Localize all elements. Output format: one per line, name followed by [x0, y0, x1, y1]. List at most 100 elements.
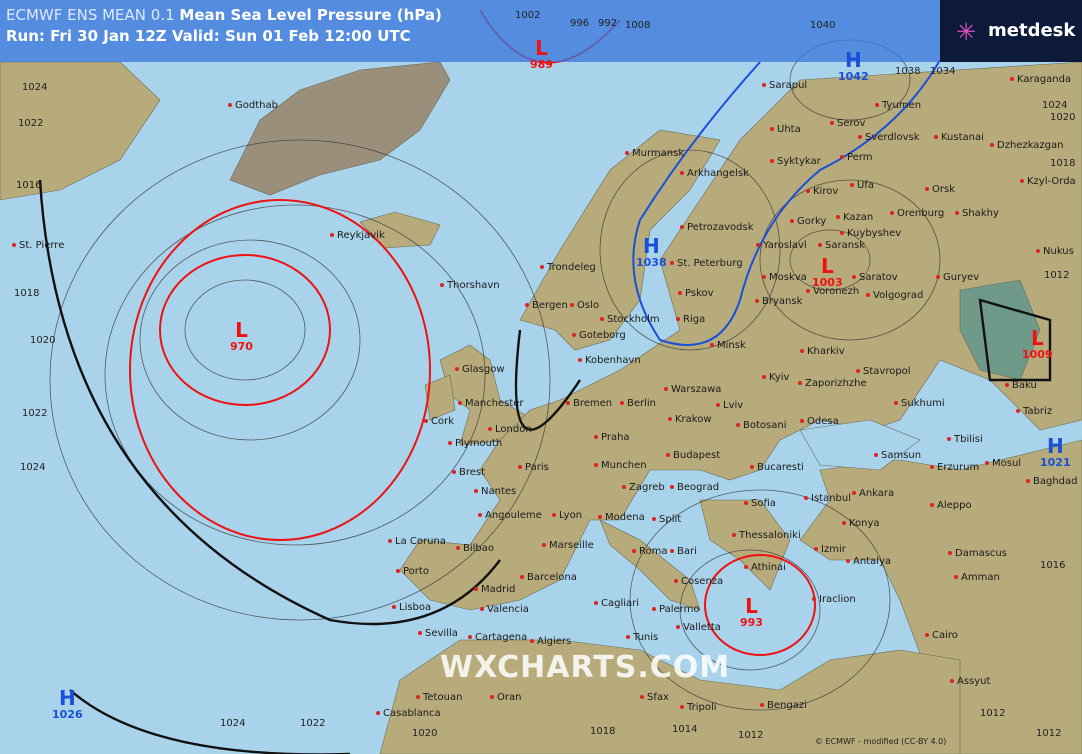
- copyright: © ECMWF - modified (CC-BY 4.0): [815, 737, 947, 746]
- city-label: Beograd: [670, 482, 719, 493]
- greenland: [229, 61, 451, 196]
- high-pressure-center: H 1042: [838, 50, 869, 83]
- isobar-label: 1018: [1050, 158, 1076, 169]
- city-label: Zaporizhzhe: [798, 378, 867, 389]
- city-label: Oran: [490, 692, 521, 703]
- pressure-symbol: L: [235, 318, 248, 342]
- city-label: Kyiv: [762, 372, 789, 383]
- high-pressure-center: H 1038: [636, 236, 667, 269]
- pressure-symbol: L: [1030, 326, 1044, 350]
- city-label: Cagliari: [594, 598, 639, 609]
- isobar-label: 1018: [14, 288, 40, 299]
- city-label: St. Peterburg: [670, 258, 743, 269]
- city-label: Zagreb: [622, 482, 665, 493]
- isobar-label: 992: [598, 18, 618, 29]
- city-label: Bilbao: [456, 543, 494, 554]
- isobar-label: 1024: [220, 718, 246, 729]
- city-label: Minsk: [710, 340, 746, 351]
- city-label: Damascus: [948, 548, 1007, 559]
- city-label: Glasgow: [455, 364, 505, 375]
- city-label: Kuybyshev: [840, 228, 901, 239]
- city-label: Trondeleg: [540, 262, 596, 273]
- city-label: Serov: [830, 118, 865, 129]
- isobar-label: 1024: [1042, 100, 1068, 111]
- watermark: WXCHARTS.COM: [440, 650, 731, 685]
- city-label: Dzhezkazgan: [990, 140, 1064, 151]
- city-label: Voronezh: [806, 286, 859, 297]
- city-label: Lisboa: [392, 602, 431, 613]
- city-label: Tripoli: [680, 702, 717, 713]
- city-label: Moskva: [762, 272, 807, 283]
- pressure-symbol: H: [642, 234, 660, 258]
- city-label: Saransk: [818, 240, 865, 251]
- isobar-label: 1018: [590, 726, 616, 737]
- city-label: Casablanca: [376, 708, 441, 719]
- city-label: Kzyl-Orda: [1020, 176, 1076, 187]
- city-label: Kazan: [836, 212, 873, 223]
- city-label: Godthab: [228, 100, 278, 111]
- city-label: Angouleme: [478, 510, 542, 521]
- city-label: Sfax: [640, 692, 669, 703]
- city-label: Kharkiv: [800, 346, 845, 357]
- city-label: Saratov: [852, 272, 898, 283]
- city-label: Erzurum: [930, 462, 979, 473]
- isobar-label: 1014: [672, 724, 698, 735]
- isobar-label: 1012: [980, 708, 1006, 719]
- isobar-label: 1024: [20, 462, 46, 473]
- city-label: Paris: [518, 462, 549, 473]
- pressure-symbol: H: [1046, 434, 1064, 458]
- run-valid-time: Run: Fri 30 Jan 12Z Valid: Sun 01 Feb 12…: [6, 27, 411, 45]
- pressure-value: 993: [740, 616, 763, 629]
- city-label: Uhta: [770, 124, 801, 135]
- city-label: Goteborg: [572, 330, 626, 341]
- city-label: Arkhangelsk: [680, 168, 749, 179]
- pressure-symbol: L: [820, 254, 834, 278]
- scandinavia: [519, 129, 721, 351]
- city-label: Stavropol: [856, 366, 911, 377]
- pressure-value: 1038: [636, 256, 667, 269]
- city-label: Guryev: [936, 272, 979, 283]
- isobar-label: 1002: [515, 10, 541, 21]
- city-label: St. Pierre: [12, 240, 64, 251]
- city-label: Orenburg: [890, 208, 944, 219]
- isobar-label: 1040: [810, 20, 836, 31]
- pressure-value: 970: [230, 340, 253, 353]
- city-label: Tbilisi: [947, 434, 983, 445]
- canada: [0, 61, 161, 201]
- city-label: Antalya: [846, 556, 891, 567]
- city-label: Ankara: [852, 488, 894, 499]
- city-label: Lviv: [716, 400, 743, 411]
- city-label: Modena: [598, 512, 645, 523]
- low-pressure-center: L 993: [740, 596, 763, 629]
- city-label: Mosul: [985, 458, 1021, 469]
- isobar-label: 1008: [625, 20, 651, 31]
- city-label: Murmansk: [625, 148, 684, 159]
- italy: [599, 519, 701, 611]
- city-label: Roma: [632, 546, 668, 557]
- city-label: Porto: [396, 566, 429, 577]
- isobar-label: 1012: [1044, 270, 1070, 281]
- isobar-label: 1012: [738, 730, 764, 741]
- isobar-label: 1022: [18, 118, 44, 129]
- city-label: Istanbul: [804, 493, 851, 504]
- pressure-symbol: H: [844, 48, 862, 72]
- isobar-label: 1020: [412, 728, 438, 739]
- city-label: Orsk: [925, 184, 955, 195]
- city-label: Odesa: [800, 416, 839, 427]
- city-label: Bari: [670, 546, 697, 557]
- pressure-value: 1009: [1022, 348, 1053, 361]
- city-label: Bremen: [566, 398, 612, 409]
- city-label: Baku: [1005, 380, 1037, 391]
- city-label: Sukhumi: [894, 398, 945, 409]
- city-label: Nukus: [1036, 246, 1074, 257]
- low-pressure-center: L 1003: [812, 256, 843, 289]
- city-label: Volgograd: [866, 290, 923, 301]
- city-label: Cartagena: [468, 632, 527, 643]
- city-label: Gorky: [790, 216, 826, 227]
- city-label: Stockholm: [600, 314, 660, 325]
- city-label: Praha: [594, 432, 630, 443]
- city-label: Bergen: [525, 300, 568, 311]
- isobar-label: 996: [570, 18, 590, 29]
- isobar-label: 1022: [300, 718, 326, 729]
- city-label: Bryansk: [755, 296, 802, 307]
